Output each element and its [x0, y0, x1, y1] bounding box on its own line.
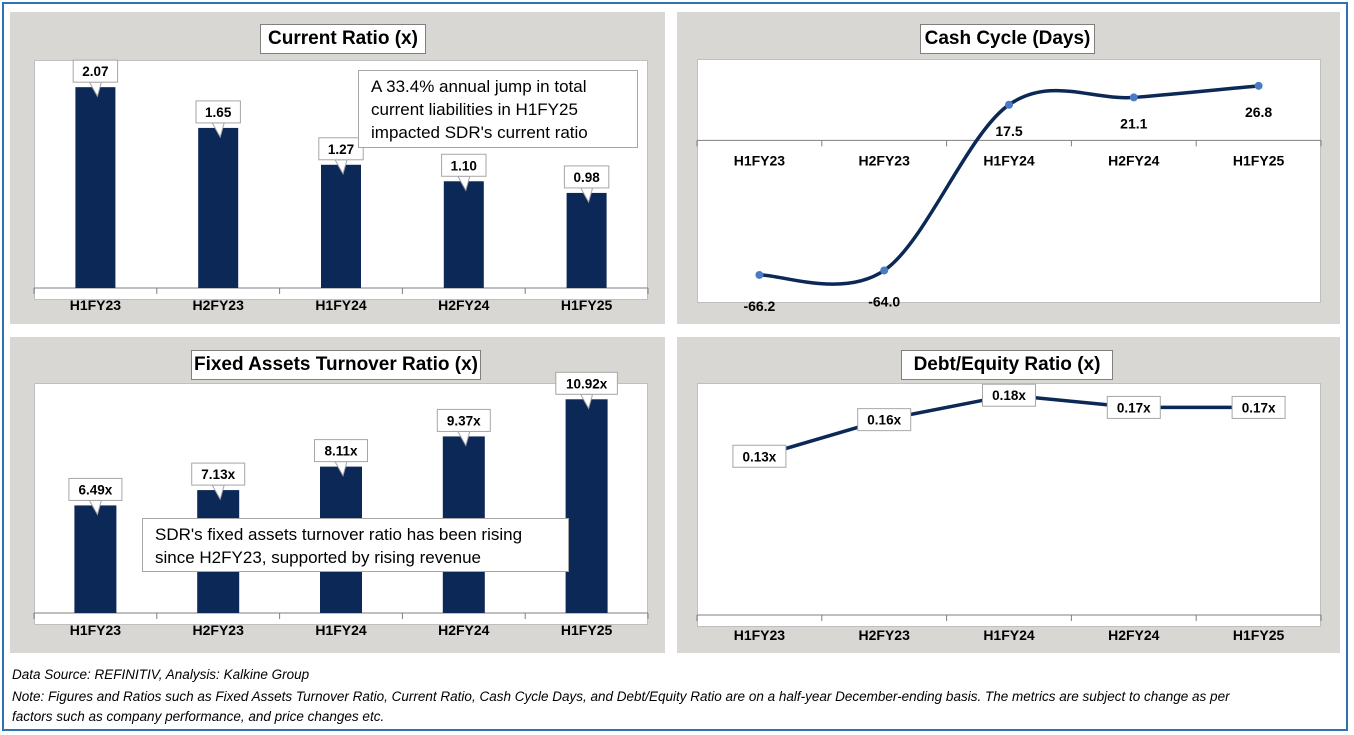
data-label-h2fy23: -64.0: [868, 293, 900, 309]
x-tick-label-h1fy24: H1FY24: [315, 622, 367, 638]
x-tick-label-h2fy24: H2FY24: [438, 622, 490, 638]
x-tick-label-h1fy24: H1FY24: [315, 297, 367, 313]
data-label-h2fy24: 21.1: [1120, 115, 1147, 131]
data-label-h1fy25: 26.8: [1245, 104, 1272, 120]
svg-text:1.65: 1.65: [205, 105, 232, 120]
svg-text:1.10: 1.10: [451, 158, 477, 173]
fixed-assets-title: Fixed Assets Turnover Ratio (x): [191, 350, 481, 380]
bar-h1fy25: [565, 399, 608, 613]
data-label-h1fy25: 10.92x: [555, 371, 618, 410]
data-label-h1fy24: 8.11x: [314, 439, 368, 477]
bar-h1fy25: [566, 192, 607, 288]
bar-h1fy23: [75, 87, 116, 288]
marker-h2fy24: [1129, 93, 1138, 102]
marker-h1fy23: [755, 270, 764, 279]
svg-text:2.07: 2.07: [82, 64, 108, 79]
x-tick-label-h2fy23: H2FY23: [859, 152, 911, 168]
svg-text:0.13x: 0.13x: [743, 449, 777, 464]
debt-equity-chart: H1FY23 H2FY23 H1FY24 H2FY24 H1FY25 0.13x 0.16x…: [696, 383, 1322, 643]
data-label-h2fy23: 7.13x: [191, 462, 246, 501]
cash-cycle-plot-area: [697, 59, 1321, 303]
footer-note-line1: Note: Figures and Ratios such as Fixed A…: [12, 689, 1230, 704]
current-ratio-title: Current Ratio (x): [260, 24, 426, 54]
fixed-assets-annotation: SDR's fixed assets turnover ratio has be…: [142, 518, 569, 572]
svg-text:0.18x: 0.18x: [992, 388, 1026, 403]
marker-h1fy24: [1005, 100, 1013, 109]
bar-h1fy23: [74, 505, 117, 613]
footer-source: Data Source: REFINITIV, Analysis: Kalkin…: [12, 667, 310, 682]
x-tick-label-h1fy25: H1FY25: [561, 622, 613, 638]
marker-h2fy23: [880, 266, 889, 275]
svg-text:10.92x: 10.92x: [566, 376, 608, 391]
svg-text:9.37x: 9.37x: [447, 413, 481, 428]
data-label-h1fy23: -66.2: [743, 298, 775, 314]
x-tick-label-h1fy24: H1FY24: [983, 627, 1035, 643]
cash-cycle-panel: H1FY23 H2FY23 H1FY24 H2FY24 H1FY25 -66.2 -64.0…: [677, 12, 1340, 324]
x-tick-label-h1fy23: H1FY23: [734, 627, 786, 643]
svg-text:0.98: 0.98: [573, 170, 600, 185]
x-tick-label-h2fy23: H2FY23: [859, 627, 911, 643]
cash-cycle-series-line: [759, 84, 1259, 286]
x-tick-label-h1fy23: H1FY23: [734, 152, 786, 168]
svg-text:7.13x: 7.13x: [201, 467, 235, 482]
x-tick-label-h1fy24: H1FY24: [983, 152, 1035, 168]
bar-h2fy24: [443, 181, 484, 288]
x-tick-label-h1fy23: H1FY23: [70, 622, 122, 638]
data-label-h1fy24: 1.27: [318, 137, 364, 176]
svg-text:1.27: 1.27: [328, 142, 354, 157]
x-tick-label-h1fy25: H1FY25: [561, 297, 613, 313]
data-label-h1fy25: 0.98: [563, 165, 610, 204]
x-tick-label-h2fy24: H2FY24: [1108, 152, 1160, 168]
current-ratio-annotation: A 33.4% annual jump in total current lia…: [358, 70, 638, 148]
svg-text:0.16x: 0.16x: [867, 413, 901, 428]
data-label-h1fy24: 17.5: [995, 123, 1022, 139]
data-label-h1fy24: 0.18x: [982, 383, 1036, 407]
svg-text:8.11x: 8.11x: [324, 444, 358, 459]
x-tick-label-h2fy23: H2FY23: [193, 622, 245, 638]
svg-text:6.49x: 6.49x: [79, 482, 113, 497]
cash-cycle-chart: H1FY23 H2FY23 H1FY24 H2FY24 H1FY25 -66.2 -64.0…: [696, 81, 1322, 314]
current-ratio-panel: H1FY23 2.07 H2FY23 1.65 H1FY24 1.27 H2FY24 1.10…: [10, 12, 665, 324]
data-label-h1fy25: 0.17x: [1231, 395, 1286, 419]
bar-h2fy23: [198, 127, 239, 289]
x-tick-label-h2fy24: H2FY24: [438, 297, 490, 313]
bar-h1fy24: [321, 164, 361, 288]
footer-note-line2: factors such as company performance, and…: [12, 709, 385, 724]
data-label-h2fy24: 1.10: [441, 153, 487, 192]
x-tick-label-h1fy25: H1FY25: [1233, 627, 1285, 643]
x-tick-label-h1fy23: H1FY23: [70, 297, 122, 313]
data-label-h2fy23: 0.16x: [857, 408, 912, 432]
svg-text:0.17x: 0.17x: [1242, 400, 1276, 415]
x-tick-label-h2fy24: H2FY24: [1108, 627, 1160, 643]
debt-equity-panel: H1FY23 H2FY23 H1FY24 H2FY24 H1FY25 0.13x 0.16x…: [677, 337, 1340, 653]
data-label-h2fy24: 0.17x: [1106, 395, 1161, 419]
data-label-h2fy24: 9.37x: [436, 408, 491, 447]
current-ratio-chart: H1FY23 2.07 H2FY23 1.65 H1FY24 1.27 H2FY24 1.10…: [33, 59, 649, 313]
fixed-assets-chart: H1FY23 6.49x H2FY23 7.13x H1FY24 8.11x H2FY24 9…: [33, 371, 649, 638]
x-tick-label-h1fy25: H1FY25: [1233, 152, 1285, 168]
debt-equity-title: Debt/Equity Ratio (x): [901, 350, 1113, 380]
marker-h1fy25: [1254, 81, 1263, 90]
fixed-assets-panel: H1FY23 6.49x H2FY23 7.13x H1FY24 8.11x H2FY24 9…: [10, 337, 665, 653]
data-label-h2fy23: 1.65: [195, 100, 241, 139]
data-label-h1fy23: 6.49x: [68, 477, 123, 516]
data-label-h1fy23: 2.07: [72, 59, 119, 98]
debt-equity-plot-area: [697, 383, 1321, 627]
x-tick-label-h2fy23: H2FY23: [193, 297, 245, 313]
cash-cycle-title: Cash Cycle (Days): [920, 24, 1095, 54]
data-label-h1fy23: 0.13x: [732, 444, 787, 468]
svg-text:0.17x: 0.17x: [1117, 400, 1151, 415]
